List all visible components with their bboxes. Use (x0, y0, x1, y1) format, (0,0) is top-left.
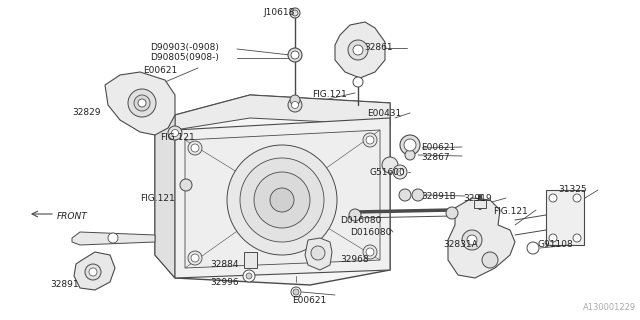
Circle shape (168, 126, 182, 140)
Bar (474, 200, 486, 208)
Circle shape (366, 136, 374, 144)
Polygon shape (175, 95, 390, 130)
Circle shape (134, 95, 150, 111)
Polygon shape (305, 238, 332, 270)
Text: 32996: 32996 (210, 278, 239, 287)
Circle shape (293, 289, 299, 295)
Circle shape (85, 264, 101, 280)
Polygon shape (185, 130, 380, 268)
Text: FIG.121: FIG.121 (312, 90, 347, 99)
Circle shape (108, 233, 118, 243)
Circle shape (254, 172, 310, 228)
Circle shape (348, 40, 368, 60)
Text: FRONT: FRONT (57, 212, 88, 221)
Circle shape (243, 270, 255, 282)
Text: E00621: E00621 (143, 66, 177, 75)
Circle shape (240, 158, 324, 242)
Circle shape (549, 234, 557, 242)
Circle shape (462, 230, 482, 250)
Text: D90903(-0908): D90903(-0908) (150, 43, 219, 52)
Circle shape (467, 235, 477, 245)
Text: D016080: D016080 (350, 228, 392, 237)
Text: D016080: D016080 (340, 216, 381, 225)
Text: E00621: E00621 (421, 143, 455, 152)
Text: A130001229: A130001229 (583, 303, 636, 312)
Text: G91108: G91108 (538, 240, 573, 249)
Polygon shape (72, 232, 155, 245)
Circle shape (405, 150, 415, 160)
Circle shape (412, 189, 424, 201)
Text: 31325: 31325 (558, 185, 587, 194)
Circle shape (188, 141, 202, 155)
Polygon shape (335, 22, 385, 78)
Text: G51600: G51600 (370, 168, 406, 177)
Circle shape (172, 130, 179, 137)
Circle shape (89, 268, 97, 276)
Text: D90805(0908-): D90805(0908-) (150, 53, 219, 62)
Circle shape (291, 101, 298, 108)
Text: 32968: 32968 (340, 255, 369, 264)
Circle shape (290, 95, 300, 105)
Bar (244, 252, 257, 268)
Polygon shape (175, 118, 390, 278)
Circle shape (573, 194, 581, 202)
Circle shape (363, 245, 377, 259)
Circle shape (573, 234, 581, 242)
Polygon shape (74, 252, 115, 290)
Text: 32829: 32829 (72, 108, 100, 117)
Text: 32831A: 32831A (443, 240, 477, 249)
Circle shape (246, 273, 252, 279)
Circle shape (349, 209, 361, 221)
Circle shape (291, 287, 301, 297)
Circle shape (353, 77, 363, 87)
Text: 32861: 32861 (364, 43, 392, 52)
Circle shape (527, 242, 539, 254)
Circle shape (311, 246, 325, 260)
Circle shape (227, 145, 337, 255)
Text: 32891: 32891 (50, 280, 79, 289)
Text: J10618: J10618 (264, 8, 295, 17)
Circle shape (397, 169, 403, 175)
Circle shape (270, 188, 294, 212)
Text: E00621: E00621 (292, 296, 326, 305)
Circle shape (400, 135, 420, 155)
Circle shape (288, 98, 302, 112)
Polygon shape (155, 115, 175, 278)
Polygon shape (105, 72, 175, 135)
Circle shape (292, 10, 298, 16)
Circle shape (446, 207, 458, 219)
Circle shape (188, 251, 202, 265)
Text: FIG.121: FIG.121 (493, 207, 528, 216)
Circle shape (353, 45, 363, 55)
Circle shape (291, 51, 299, 59)
Circle shape (288, 48, 302, 62)
Text: FIG.121: FIG.121 (140, 194, 175, 203)
Circle shape (399, 189, 411, 201)
Circle shape (482, 252, 498, 268)
Circle shape (382, 157, 398, 173)
Circle shape (290, 8, 300, 18)
Text: FIG.121: FIG.121 (160, 133, 195, 142)
Circle shape (191, 254, 199, 262)
Circle shape (549, 194, 557, 202)
Polygon shape (448, 198, 515, 278)
Text: 32884: 32884 (210, 260, 239, 269)
Bar (546, 190, 584, 245)
Text: 32891B: 32891B (421, 192, 456, 201)
Circle shape (404, 139, 416, 151)
Circle shape (393, 165, 407, 179)
Circle shape (366, 248, 374, 256)
Circle shape (180, 179, 192, 191)
Circle shape (128, 89, 156, 117)
Polygon shape (155, 95, 390, 285)
Text: 32919: 32919 (463, 194, 492, 203)
Text: 32867: 32867 (421, 153, 450, 162)
Circle shape (363, 133, 377, 147)
Circle shape (191, 144, 199, 152)
Circle shape (138, 99, 146, 107)
Text: E00431: E00431 (367, 109, 401, 118)
